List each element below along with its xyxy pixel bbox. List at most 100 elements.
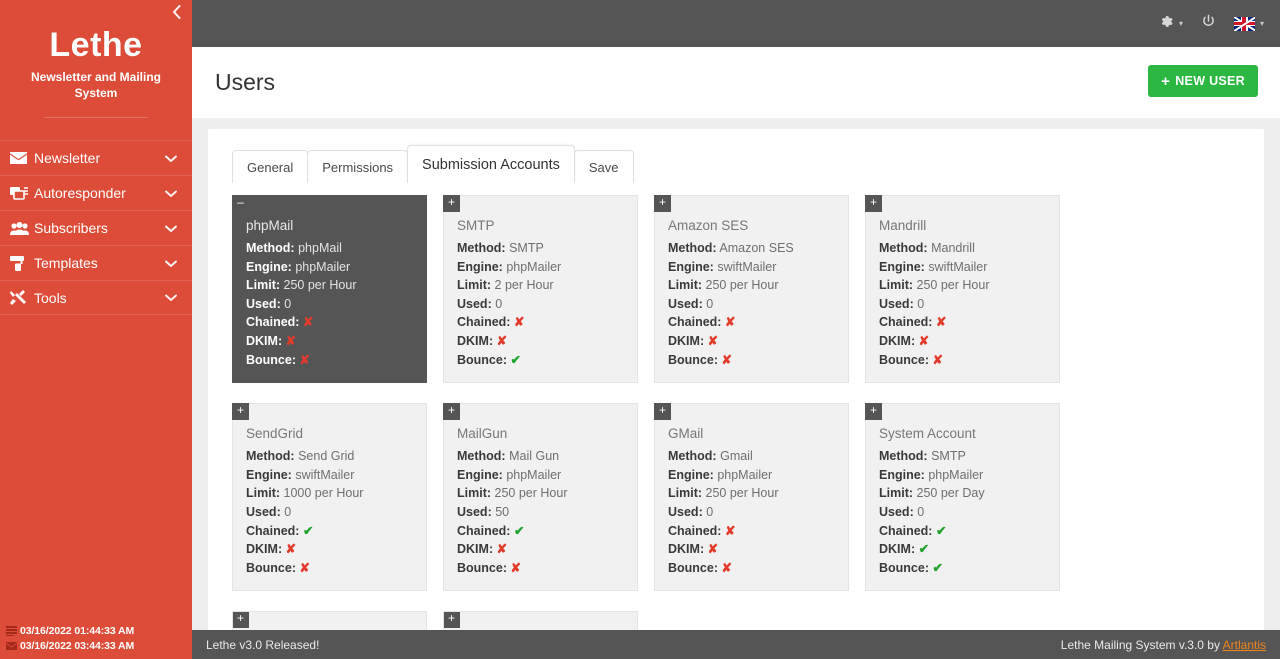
gear-icon <box>1159 14 1174 34</box>
chevron-down-icon[interactable] <box>164 151 178 166</box>
sidebar-item-templates[interactable]: Templates <box>0 245 192 280</box>
brand-divider <box>44 117 148 119</box>
account-bounce-label: Bounce: <box>246 560 296 575</box>
account-used: Used: 50 <box>457 503 624 522</box>
account-dkim: DKIM: ✔ <box>879 540 1046 559</box>
account-dkim-cross-icon: ✘ <box>285 542 297 557</box>
chevron-down-icon: ▾ <box>1259 19 1264 28</box>
account-bounce: Bounce: ✔ <box>457 351 624 370</box>
brand: Lethe Newsletter and Mailing System <box>0 0 192 119</box>
chevron-down-icon[interactable] <box>164 256 178 271</box>
account-dkim: DKIM: ✘ <box>879 332 1046 351</box>
account-method: Method: SMTP <box>879 447 1046 466</box>
submission-account-card[interactable]: + MailGun Method: Mail Gun Engine: phpMaile… <box>443 403 638 592</box>
sidebar-item-newsletter[interactable]: Newsletter <box>0 140 192 175</box>
account-limit: Limit: 250 per Hour <box>879 276 1046 295</box>
add-account-icon[interactable]: + <box>444 612 460 629</box>
account-chained-check-icon: ✔ <box>513 523 525 538</box>
account-used-value: 0 <box>917 504 925 519</box>
submission-account-card[interactable]: + Amazon SES Method: Amazon SES Engine: swi… <box>654 195 849 384</box>
account-bounce: Bounce: ✘ <box>457 559 624 578</box>
account-chained-cross-icon: ✘ <box>513 315 525 330</box>
tab-general[interactable]: General <box>232 150 309 183</box>
account-engine: Engine: phpMailer <box>246 258 413 277</box>
sidebar-item-subscribers[interactable]: Subscribers <box>0 210 192 245</box>
account-bounce: Bounce: ✘ <box>668 559 835 578</box>
tab-bar: General Permissions Submission Accounts Sav… <box>224 145 1248 183</box>
account-chained-check-icon: ✔ <box>302 523 314 538</box>
account-limit-value: 250 per Day <box>916 486 985 501</box>
uk-flag-icon <box>1233 16 1255 31</box>
add-account-icon[interactable]: + <box>443 403 460 421</box>
submission-account-card[interactable]: + System Account Method: SMTP Engine: phpMa… <box>865 403 1060 592</box>
account-method-value: Mail Gun <box>509 449 560 464</box>
account-dkim-check-icon: ✔ <box>918 542 930 557</box>
submission-account-card[interactable]: + Mandrill Method: Mandrill Engine: swiftMa… <box>865 195 1060 384</box>
add-account-icon[interactable]: + <box>443 195 460 212</box>
account-bounce: Bounce: ✘ <box>246 559 413 578</box>
account-limit-label: Limit: <box>879 486 914 501</box>
sidebar-item-autoresponder[interactable]: Autoresponder <box>0 175 192 210</box>
account-engine: Engine: phpMailer <box>668 466 835 485</box>
account-used-label: Used: <box>668 504 703 519</box>
account-limit-value: 2 per Hour <box>494 278 554 293</box>
sidebar-collapse-button[interactable] <box>166 2 186 22</box>
submission-account-card[interactable]: – phpMail Method: phpMail Engine: phpMailer… <box>232 195 427 384</box>
add-account-icon[interactable]: + <box>233 612 249 629</box>
account-chained-cross-icon: ✘ <box>302 315 314 330</box>
users-group-icon <box>10 220 32 236</box>
chevron-down-icon[interactable] <box>164 290 178 305</box>
tab-save[interactable]: Save <box>573 150 634 183</box>
logout-button[interactable] <box>1201 14 1216 34</box>
account-bounce-cross-icon: ✘ <box>299 352 310 367</box>
chevron-down-icon[interactable] <box>164 221 178 236</box>
sidebar-item-tools[interactable]: Tools <box>0 280 192 316</box>
sidebar-item-label: Tools <box>34 289 67 306</box>
account-engine-value: phpMailer <box>928 467 984 482</box>
add-account-icon[interactable]: + <box>232 403 249 421</box>
account-engine: Engine: phpMailer <box>457 466 624 485</box>
account-bounce: Bounce: ✘ <box>668 351 835 370</box>
account-dkim-cross-icon: ✘ <box>918 333 930 348</box>
add-account-icon[interactable]: + <box>654 195 671 212</box>
account-chained-cross-icon: ✘ <box>724 315 736 330</box>
submission-accounts-grid: – phpMail Method: phpMail Engine: phpMailer… <box>224 183 1248 659</box>
account-used: Used: 0 <box>246 503 413 522</box>
add-account-icon[interactable]: + <box>654 403 671 421</box>
sidebar-item-label: Newsletter <box>34 150 101 167</box>
tab-permissions[interactable]: Permissions <box>307 150 409 183</box>
account-name: GMail <box>668 426 704 442</box>
account-engine: Engine: swiftMailer <box>668 258 835 277</box>
account-limit: Limit: 250 per Hour <box>246 276 413 295</box>
account-chained: Chained: ✘ <box>668 522 835 541</box>
sidebar-nav: Newsletter Autoresponder <box>0 140 192 316</box>
new-user-button[interactable]: + NEW USER <box>1148 65 1258 97</box>
language-selector[interactable]: ▾ <box>1233 16 1264 31</box>
account-engine-value: phpMailer <box>506 259 562 274</box>
settings-menu-button[interactable]: ▾ <box>1159 14 1183 34</box>
chevron-left-icon <box>172 5 180 19</box>
envelope-icon <box>10 150 32 166</box>
account-bounce-label: Bounce: <box>879 560 929 575</box>
submission-account-card[interactable]: + GMail Method: Gmail Engine: phpMailer Limi… <box>654 403 849 592</box>
account-limit: Limit: 250 per Day <box>879 484 1046 503</box>
chevron-down-icon[interactable] <box>164 186 178 201</box>
submission-account-card[interactable]: + SMTP Method: SMTP Engine: phpMailer Limit:… <box>443 195 638 384</box>
remove-account-icon[interactable]: – <box>237 195 244 209</box>
account-method-label: Method: <box>668 449 717 464</box>
account-limit-label: Limit: <box>457 278 492 293</box>
add-account-icon[interactable]: + <box>865 195 882 212</box>
artlantis-link[interactable]: Artlantis <box>1222 637 1266 652</box>
account-engine-value: swiftMailer <box>295 467 355 482</box>
add-account-icon[interactable]: + <box>865 403 882 421</box>
tab-submission-accounts[interactable]: Submission Accounts <box>407 145 575 183</box>
account-used: Used: 0 <box>457 295 624 314</box>
sidebar-item-label: Templates <box>34 255 98 272</box>
submission-account-card[interactable]: + SendGrid Method: Send Grid Engine: swiftM… <box>232 403 427 592</box>
account-bounce-check-icon: ✔ <box>932 560 943 575</box>
account-used: Used: 0 <box>668 295 835 314</box>
account-bounce: Bounce: ✘ <box>879 351 1046 370</box>
account-used: Used: 0 <box>879 295 1046 314</box>
account-dkim-cross-icon: ✘ <box>707 542 719 557</box>
account-bounce-label: Bounce: <box>457 352 507 367</box>
